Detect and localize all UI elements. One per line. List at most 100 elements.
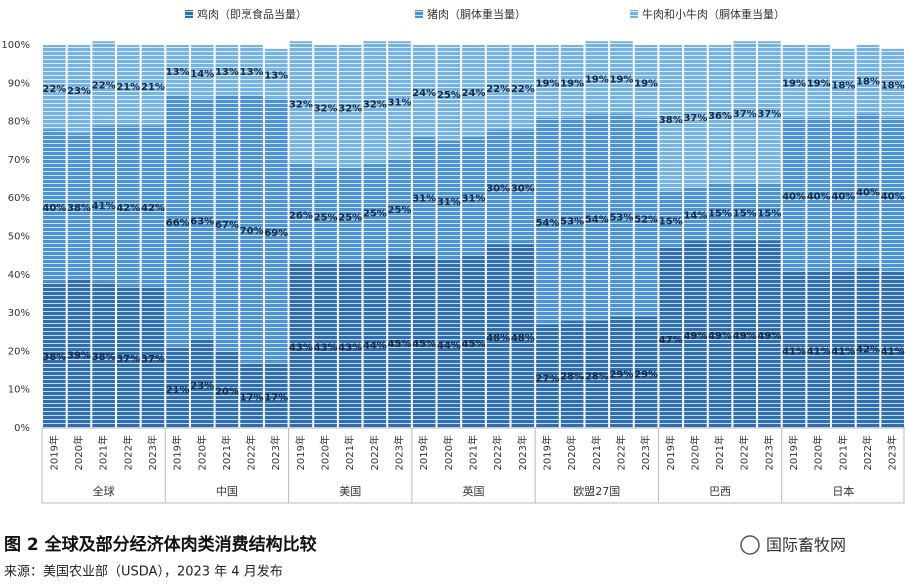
- bar-segment: [684, 45, 707, 187]
- group-label: 全球: [93, 484, 115, 498]
- bar-segment: [92, 282, 115, 428]
- x-tick-label: 2021年: [836, 435, 849, 470]
- bar-segment: [486, 129, 510, 245]
- bar-segment: [782, 117, 806, 271]
- data-label: 18%: [856, 76, 880, 87]
- y-tick-label: 40%: [8, 270, 30, 281]
- bar-segment: [733, 182, 757, 241]
- x-tick-label: 2020年: [812, 435, 825, 470]
- bar-segment: [610, 113, 633, 317]
- bar-segment: [141, 286, 165, 428]
- x-tick-label: 2021年: [97, 435, 110, 470]
- bar-segment: [807, 117, 831, 271]
- data-label: 40%: [42, 203, 66, 214]
- data-label: 22%: [511, 84, 535, 95]
- bar-segment: [166, 94, 189, 348]
- data-label: 17%: [240, 392, 264, 403]
- data-label: 54%: [585, 214, 609, 225]
- bar-segment: [215, 45, 239, 95]
- data-label: 15%: [659, 216, 683, 227]
- bar-segment: [116, 45, 140, 126]
- data-label: 32%: [289, 99, 313, 110]
- bar-segment: [708, 45, 732, 183]
- data-label: 13%: [240, 67, 264, 78]
- bar-segment: [610, 41, 633, 114]
- data-label: 32%: [363, 99, 387, 110]
- data-label: 40%: [807, 191, 831, 202]
- data-label: 41%: [782, 346, 806, 357]
- data-label: 43%: [289, 343, 313, 354]
- x-tick-label: 2020年: [319, 435, 332, 470]
- x-tick-label: 2023年: [393, 435, 406, 470]
- x-tick-label: 2023年: [269, 435, 282, 470]
- data-label: 13%: [215, 67, 239, 78]
- data-label: 48%: [511, 333, 535, 344]
- group-label: 欧盟27国: [573, 485, 620, 498]
- chart-title: 图 2 全球及部分经济体肉类消费结构比较: [4, 534, 317, 555]
- x-tick-label: 2021年: [713, 435, 726, 470]
- bar-segment: [314, 263, 337, 428]
- bar-segment: [240, 94, 263, 363]
- bar-segment: [363, 163, 387, 260]
- data-label: 41%: [807, 346, 831, 357]
- data-label: 25%: [338, 212, 362, 223]
- bar-segment: [758, 41, 781, 183]
- bar-segment: [536, 45, 559, 118]
- data-label: 19%: [536, 78, 560, 89]
- data-label: 49%: [683, 331, 707, 342]
- bar-segment: [462, 255, 485, 428]
- y-tick-label: 30%: [8, 308, 30, 319]
- data-label: 22%: [92, 80, 116, 91]
- bar-segment: [166, 347, 189, 428]
- bar-segment: [240, 362, 263, 428]
- data-label: 24%: [412, 88, 436, 99]
- x-tick-label: 2019年: [787, 435, 800, 470]
- data-label: 24%: [462, 88, 486, 99]
- bar-segment: [856, 45, 880, 114]
- bar-segment: [733, 41, 757, 183]
- x-tick-label: 2021年: [343, 435, 356, 470]
- bar-segment: [215, 94, 239, 352]
- source-note: 来源：美国农业部（USDA），2023 年 4 月发布: [4, 564, 283, 580]
- x-tick-label: 2020年: [195, 435, 208, 470]
- bar-segment: [585, 41, 609, 114]
- bar-segment: [363, 259, 387, 428]
- bar-segment: [758, 182, 781, 241]
- data-label: 70%: [240, 226, 264, 237]
- data-label: 13%: [264, 71, 288, 82]
- data-label: 25%: [437, 90, 461, 101]
- x-tick-label: 2019年: [47, 435, 60, 470]
- bar-segment: [856, 113, 880, 268]
- bar-segment: [314, 45, 337, 168]
- bar-segment: [289, 263, 313, 428]
- y-tick-label: 100%: [1, 40, 30, 51]
- x-tick-label: 2022年: [738, 435, 751, 470]
- x-tick-label: 2020年: [565, 435, 578, 470]
- data-label: 19%: [782, 78, 806, 89]
- data-label: 37%: [757, 109, 781, 120]
- data-label: 30%: [511, 184, 535, 195]
- data-label: 37%: [683, 113, 707, 124]
- bar-segment: [856, 267, 880, 428]
- data-label: 25%: [314, 212, 338, 223]
- y-tick-label: 90%: [8, 78, 30, 89]
- x-tick-label: 2022年: [121, 435, 134, 470]
- data-label: 40%: [831, 191, 855, 202]
- bar-segment: [338, 45, 362, 168]
- bar-segment: [758, 240, 781, 428]
- data-label: 18%: [831, 80, 855, 91]
- data-label: 39%: [67, 350, 91, 361]
- bar-segment: [462, 45, 485, 137]
- data-label: 32%: [338, 103, 362, 114]
- data-label: 66%: [166, 218, 190, 229]
- data-label: 21%: [141, 82, 165, 93]
- data-label: 67%: [215, 220, 239, 231]
- group-label: 巴西: [709, 485, 731, 498]
- legend-swatch: [630, 10, 638, 18]
- bar-segment: [881, 117, 904, 271]
- data-label: 54%: [536, 218, 560, 229]
- legend-label: 牛肉和小牛肉（胴体重当量）: [642, 7, 785, 21]
- data-label: 29%: [634, 369, 658, 380]
- x-tick-label: 2023年: [886, 435, 899, 470]
- bar-segment: [634, 117, 658, 317]
